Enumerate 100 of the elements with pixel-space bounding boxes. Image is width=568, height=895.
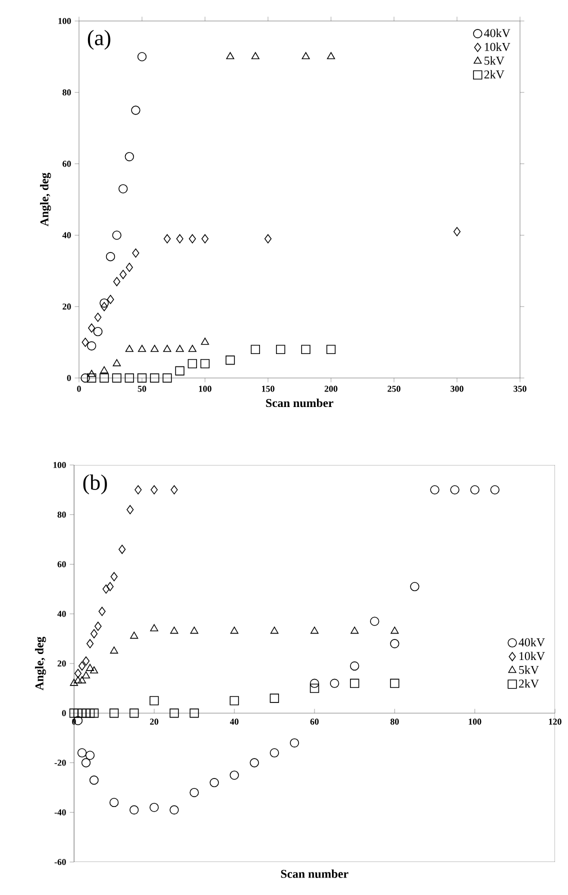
point: [188, 359, 197, 368]
point: [110, 646, 118, 654]
point: [82, 656, 90, 666]
legend-label: 40kV: [484, 28, 510, 38]
point: [230, 770, 239, 780]
point: [190, 626, 198, 634]
point: [450, 485, 460, 494]
y-tick-label: 80: [58, 512, 66, 518]
y-tick-label: 20: [58, 660, 66, 667]
point: [126, 505, 134, 514]
point: [150, 696, 159, 706]
point: [110, 798, 119, 808]
point: [170, 805, 179, 814]
x-tick-label: 80: [390, 718, 399, 725]
point: [131, 106, 140, 115]
y-tick-label: 0: [62, 710, 66, 716]
point: [100, 366, 108, 374]
legend-label: 40kV: [518, 638, 545, 646]
point: [226, 356, 235, 365]
point: [176, 234, 184, 244]
point: [94, 622, 102, 631]
point: [276, 344, 286, 354]
point: [188, 234, 196, 244]
point: [106, 582, 114, 592]
x-tick-label: 0: [77, 386, 81, 392]
point: [106, 294, 114, 304]
point: [90, 666, 98, 674]
point: [350, 626, 359, 634]
x-tick-label: 300: [450, 386, 464, 392]
point: [226, 52, 234, 60]
point: [73, 708, 83, 718]
point: [490, 485, 500, 494]
point: [390, 639, 400, 648]
x-tick-label: 100: [198, 386, 212, 392]
y-tick-label: 20: [62, 304, 71, 310]
point: [100, 302, 108, 312]
point: [200, 338, 210, 345]
y-axis-title: Angle, deg: [35, 636, 46, 690]
point: [78, 661, 86, 671]
point: [89, 708, 99, 718]
point: [410, 582, 420, 592]
point: [350, 661, 360, 671]
point: [130, 708, 139, 718]
y-tick-label: 40: [62, 232, 71, 238]
x-tick-label: 100: [468, 718, 482, 725]
point: [85, 708, 95, 718]
point: [126, 262, 133, 272]
point: [350, 678, 360, 688]
point: [112, 373, 122, 383]
x-tick-label: 200: [324, 386, 338, 392]
point: [310, 678, 320, 688]
point: [326, 52, 336, 60]
point: [150, 485, 158, 494]
point: [124, 152, 134, 162]
point: [87, 373, 96, 383]
point: [453, 227, 461, 236]
legend-label: 10kV: [484, 42, 510, 51]
point: [93, 327, 102, 336]
point: [130, 632, 138, 639]
point: [85, 750, 95, 760]
legend-label: 5kV: [484, 56, 504, 65]
x-tick-label: 120: [549, 718, 562, 725]
x-tick-label: 350: [514, 386, 526, 392]
point: [94, 312, 102, 322]
point: [74, 668, 82, 678]
point: [130, 805, 139, 814]
y-tick-label: 60: [58, 561, 66, 568]
point: [82, 338, 89, 347]
point: [176, 344, 184, 352]
point: [69, 708, 79, 718]
legend-label: 5kV: [519, 665, 539, 674]
point: [310, 684, 320, 693]
x-tick-label: 50: [138, 386, 146, 392]
point: [77, 748, 87, 758]
point: [250, 344, 260, 354]
point: [134, 485, 142, 494]
y-tick-label: 100: [54, 462, 66, 468]
point: [200, 359, 210, 368]
point: [90, 629, 98, 638]
point: [70, 678, 78, 686]
legend-label: 10kV: [520, 652, 545, 660]
point: [80, 373, 90, 383]
x-tick-label: 150: [262, 386, 274, 392]
point: [330, 678, 340, 688]
point: [170, 485, 178, 494]
point: [370, 616, 380, 626]
y-tick-label: 80: [62, 89, 71, 96]
x-axis-title: Scan number: [266, 398, 334, 408]
x-axis-title: Scan number: [281, 870, 348, 878]
point: [264, 234, 272, 244]
point: [270, 694, 280, 703]
point: [390, 626, 399, 634]
point: [106, 252, 116, 262]
point: [150, 373, 160, 383]
point: [301, 344, 310, 354]
point: [118, 184, 128, 194]
point: [138, 344, 146, 352]
point: [98, 606, 106, 616]
point: [163, 344, 172, 352]
point: [150, 624, 158, 632]
